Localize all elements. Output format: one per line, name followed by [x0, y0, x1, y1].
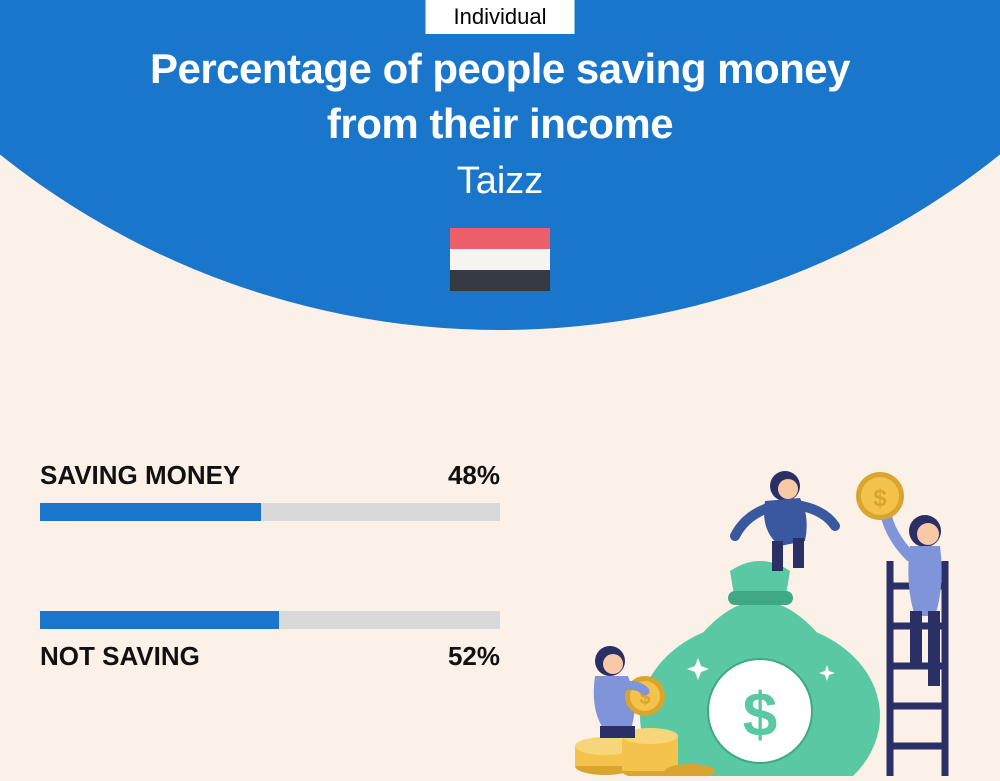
flag-stripe-mid: [450, 249, 550, 270]
flag-stripe-top: [450, 228, 550, 249]
bar-label-row: NOT SAVING 52%: [40, 641, 500, 672]
svg-text:$: $: [873, 485, 887, 512]
bar-value: 48%: [448, 460, 500, 491]
bar-chart: SAVING MONEY 48% NOT SAVING 52%: [40, 460, 500, 762]
bar-saving: SAVING MONEY 48%: [40, 460, 500, 521]
savings-illustration: $: [550, 436, 990, 776]
svg-text:$: $: [743, 681, 777, 750]
page-title: Percentage of people saving money from t…: [0, 42, 1000, 151]
bar-fill: [40, 503, 261, 521]
flag-stripe-bot: [450, 270, 550, 291]
bar-label: SAVING MONEY: [40, 460, 240, 491]
bar-track: [40, 503, 500, 521]
category-badge: Individual: [426, 0, 575, 34]
country-flag-icon: [450, 228, 550, 291]
title-line-2: from their income: [327, 100, 673, 147]
bar-not-saving: NOT SAVING 52%: [40, 611, 500, 672]
bar-label-row: SAVING MONEY 48%: [40, 460, 500, 491]
bar-fill: [40, 611, 279, 629]
person-ladder-icon: $: [856, 472, 942, 686]
bar-label: NOT SAVING: [40, 641, 200, 672]
location-subtitle: Taizz: [0, 160, 1000, 203]
person-top-icon: [735, 471, 835, 571]
title-line-1: Percentage of people saving money: [150, 45, 850, 92]
bar-track: [40, 611, 500, 629]
bar-value: 52%: [448, 641, 500, 672]
